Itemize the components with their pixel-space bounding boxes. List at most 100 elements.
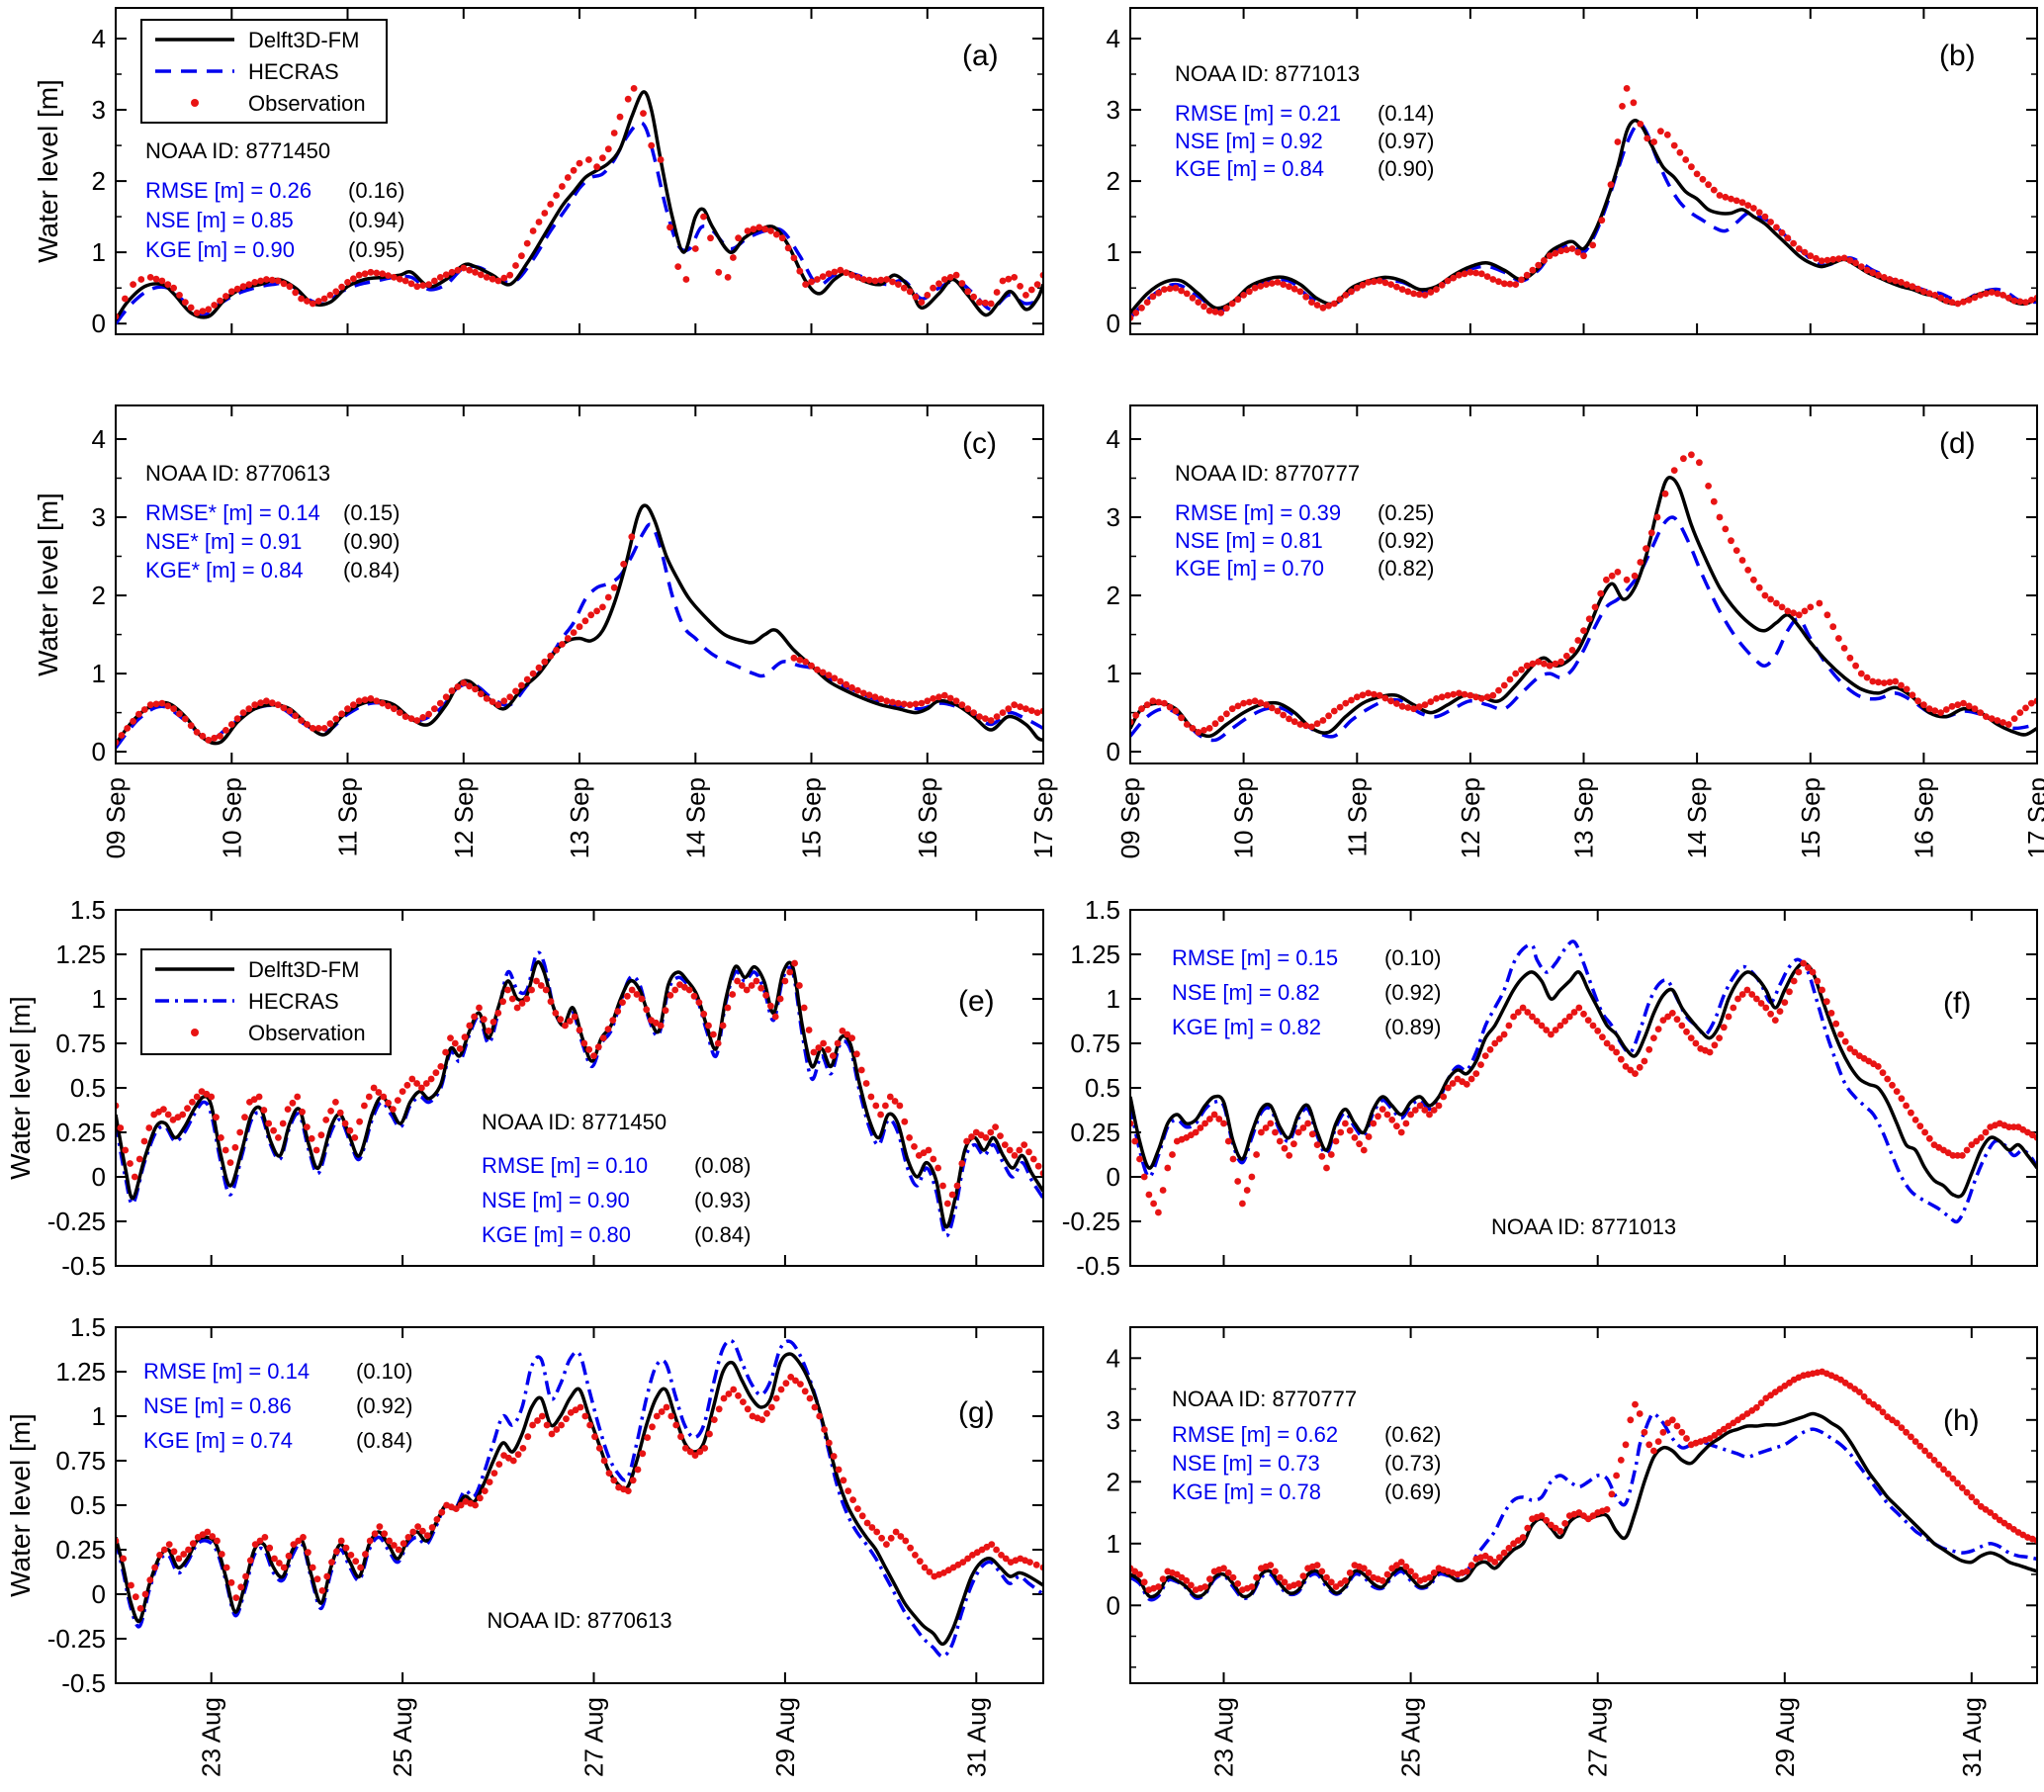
stat-metric: NSE [m] = 0.85 — [145, 208, 294, 232]
svg-text:1.25: 1.25 — [55, 940, 106, 969]
svg-text:16 Sep: 16 Sep — [913, 777, 942, 858]
panel-f: 1.5 1.25 1 0.75 0.5 0.25 0 -0.25 -0.5 (f) NOAA ID:… — [1062, 895, 2038, 1281]
observation-dots — [1131, 959, 2036, 1216]
svg-text:3: 3 — [1107, 1405, 1120, 1435]
svg-text:0.25: 0.25 — [55, 1535, 106, 1565]
stat-metric: RMSE [m] = 0.10 — [482, 1153, 648, 1178]
svg-text:2: 2 — [92, 166, 106, 196]
series-group — [1131, 85, 2036, 321]
stat-metric: NSE [m] = 0.81 — [1175, 528, 1323, 553]
svg-text:16 Sep: 16 Sep — [1909, 777, 1938, 858]
stat-calibration-value: (0.92) — [1384, 980, 1441, 1005]
svg-text:1.5: 1.5 — [1085, 895, 1120, 925]
hecras-line — [117, 1338, 1042, 1658]
panel-letter: (e) — [958, 985, 995, 1018]
stat-metric: RMSE [m] = 0.14 — [143, 1359, 310, 1384]
stat-metric: KGE [m] = 0.78 — [1172, 1479, 1321, 1504]
svg-text:4: 4 — [1107, 1343, 1120, 1373]
stat-metric: KGE [m] = 0.82 — [1172, 1015, 1321, 1039]
svg-text:0.75: 0.75 — [55, 1029, 106, 1058]
svg-text:0.75: 0.75 — [55, 1446, 106, 1476]
legend: Delft3D-FM HECRAS Observation — [140, 948, 392, 1055]
legend-observation-sample — [191, 1029, 199, 1036]
observation-dots — [1131, 1368, 2036, 1593]
stat-calibration-value: (0.90) — [1377, 156, 1434, 181]
svg-text:12 Sep: 12 Sep — [449, 777, 479, 858]
y-tick-labels: 0 1 2 3 4 — [1107, 424, 1120, 766]
stat-calibration-value: (0.93) — [694, 1188, 751, 1212]
svg-text:12 Sep: 12 Sep — [1456, 777, 1485, 858]
stat-calibration-value: (0.62) — [1384, 1422, 1441, 1447]
svg-text:0: 0 — [1107, 1162, 1120, 1192]
svg-text:1: 1 — [92, 984, 106, 1014]
stats-block: RMSE [m] = 0.26 (0.16) NSE [m] = 0.85 (0.94… — [145, 178, 404, 262]
y-axis-label: Water level [m] — [5, 1413, 36, 1597]
noaa-id-label: NOAA ID: 8771013 — [1491, 1214, 1676, 1239]
observation-dots — [117, 1374, 1042, 1612]
stat-metric: NSE [m] = 0.73 — [1172, 1451, 1320, 1476]
svg-text:0: 0 — [92, 1162, 106, 1192]
svg-text:17 Sep: 17 Sep — [2022, 777, 2044, 858]
y-tick-labels: 0 1 2 3 4 — [92, 24, 106, 338]
stat-metric: RMSE [m] = 0.21 — [1175, 101, 1341, 126]
y-tick-labels: 0 1 2 3 4 — [1107, 24, 1120, 338]
series-group — [117, 1338, 1042, 1658]
stat-metric: KGE [m] = 0.74 — [143, 1428, 293, 1453]
svg-text:0.75: 0.75 — [1070, 1029, 1120, 1058]
y-axis-label: Water level [m] — [33, 493, 63, 676]
y-tick-labels: 1.5 1.25 1 0.75 0.5 0.25 0 -0.25 -0.5 — [1062, 895, 1120, 1281]
delft3d-fm-line — [117, 959, 1042, 1229]
y-tick-labels: 1.5 1.25 1 0.75 0.5 0.25 0 -0.25 -0.5 — [47, 1312, 106, 1698]
stat-calibration-value: (0.89) — [1384, 1015, 1441, 1039]
svg-text:4: 4 — [1107, 424, 1120, 454]
observation-dots — [117, 959, 1042, 1208]
axis-ticks — [1129, 405, 2038, 763]
panel-c: 0 1 2 3 4 09 Sep 10 Sep 11 Sep 12 Sep 13 Sep 14 Se… — [33, 404, 1058, 858]
stats-block: RMSE [m] = 0.10 (0.08) NSE [m] = 0.90 (0.93… — [482, 1153, 751, 1247]
series-group — [117, 503, 1042, 750]
svg-text:0.25: 0.25 — [55, 1118, 106, 1147]
stat-metric: NSE [m] = 0.92 — [1175, 129, 1323, 153]
legend-label: Observation — [248, 91, 366, 116]
axis-ticks — [1130, 1327, 2037, 1683]
axis-ticks — [1129, 8, 2038, 334]
svg-text:14 Sep: 14 Sep — [1682, 777, 1712, 858]
series-group — [117, 85, 1042, 325]
svg-text:2: 2 — [1107, 581, 1120, 610]
svg-text:1.25: 1.25 — [1070, 940, 1120, 969]
stat-metric: KGE [m] = 0.80 — [482, 1222, 631, 1247]
panel-g: 1.5 1.25 1 0.75 0.5 0.25 0 -0.25 -0.5 23 Aug 25 Au… — [5, 1312, 1044, 1777]
stat-metric: RMSE [m] = 0.26 — [145, 178, 311, 203]
hecras-line — [1131, 940, 2036, 1224]
series-group — [117, 950, 1042, 1238]
panel-letter: (f) — [1943, 987, 1971, 1020]
stat-calibration-value: (0.16) — [348, 178, 404, 203]
svg-text:25 Aug: 25 Aug — [1396, 1697, 1426, 1777]
svg-text:0: 0 — [1107, 1590, 1120, 1620]
delft3d-fm-line — [1131, 476, 2036, 739]
svg-text:1.5: 1.5 — [70, 895, 106, 925]
svg-text:1: 1 — [1107, 1529, 1120, 1559]
svg-text:31 Aug: 31 Aug — [961, 1697, 991, 1777]
stats-block: RMSE [m] = 0.15 (0.10) NSE [m] = 0.82 (0.92… — [1172, 945, 1441, 1039]
svg-text:-0.5: -0.5 — [61, 1251, 106, 1281]
panel-letter: (a) — [962, 40, 999, 72]
delft3d-fm-line — [1131, 961, 2036, 1199]
stat-calibration-value: (0.10) — [356, 1359, 412, 1384]
panel-letter: (g) — [958, 1396, 995, 1429]
stat-calibration-value: (0.84) — [694, 1222, 751, 1247]
svg-text:14 Sep: 14 Sep — [680, 777, 710, 858]
svg-text:09 Sep: 09 Sep — [101, 777, 131, 858]
svg-text:4: 4 — [92, 24, 106, 53]
series-group — [1131, 940, 2036, 1224]
svg-text:17 Sep: 17 Sep — [1028, 777, 1058, 858]
observation-dots — [1131, 451, 2036, 736]
stat-metric: NSE [m] = 0.86 — [143, 1393, 292, 1418]
legend-label: HECRAS — [248, 59, 339, 84]
stat-calibration-value: (0.94) — [348, 208, 404, 232]
svg-text:31 Aug: 31 Aug — [1957, 1697, 1987, 1777]
noaa-id-label: NOAA ID: 8771450 — [145, 138, 330, 163]
stats-block: RMSE [m] = 0.62 (0.62) NSE [m] = 0.73 (0.73… — [1172, 1422, 1441, 1504]
svg-text:11 Sep: 11 Sep — [1342, 777, 1372, 856]
